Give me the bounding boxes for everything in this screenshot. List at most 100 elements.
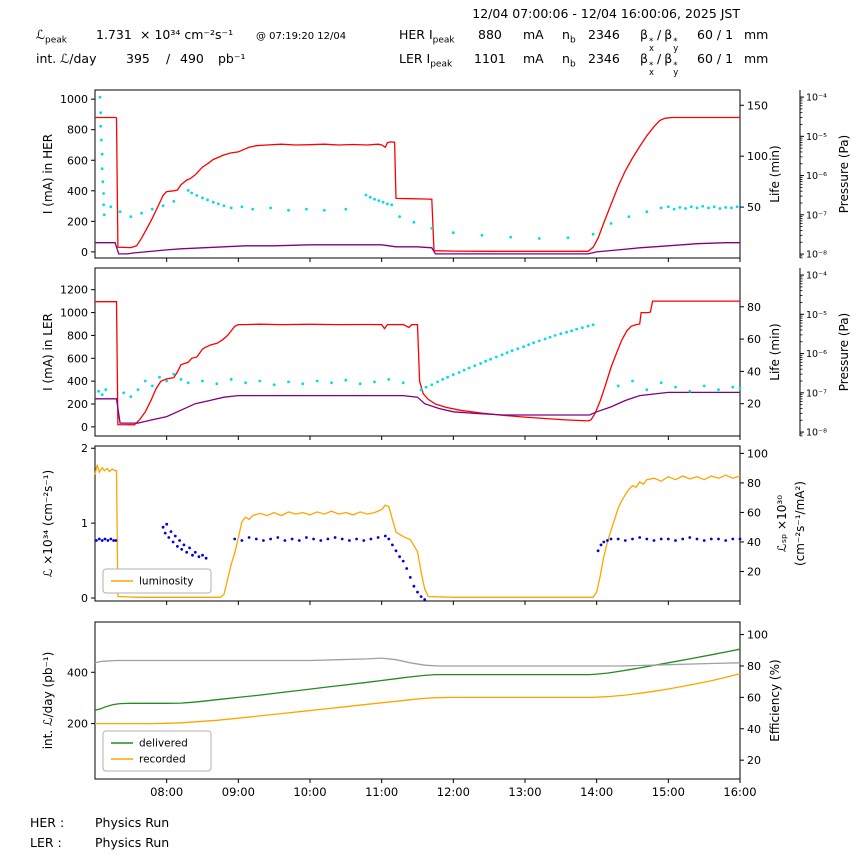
int-prefix: int. [36,51,61,66]
x-tick-label: 15:00 [652,785,685,799]
ler-pressure-scatter [97,323,742,398]
beta-star: * [673,37,678,47]
right-tick-label: 40 [747,723,761,736]
her-ipeak-value: 880 [478,27,502,42]
y-tick-label: 1 [81,517,88,530]
nb-sub: b [569,35,576,46]
her-beta-label: β * x / β * y [640,27,678,52]
her-ring-right-axis-label: Life (min) [768,145,782,202]
her-status-label: HER : [30,815,65,830]
her-ipeak-label: HER Ipeak [399,27,455,46]
script-l-symbol: ℒ [60,51,70,66]
integrated-lumi-label: int. ℒ/day [36,51,96,66]
her-current-line [95,116,740,252]
pressure-tick-label: 10⁻⁴ [806,271,827,282]
peak-luminosity-unit: × 10³⁴ cm⁻²s⁻¹ [140,27,234,42]
her-ipeak-sub: peak [432,35,455,46]
ler-current-line [95,300,740,426]
right-tick-label: 40 [747,365,761,378]
beta-star: * [648,37,654,47]
integrated-lumi-panel-legend: delivered recorded [102,730,212,772]
legend-label: recorded [139,754,186,766]
right-tick-label: 150 [747,99,768,112]
integrated-lumi-value: 395 [126,51,150,66]
integrated-lumi-panel-right-axis-label: Efficiency (%) [768,659,782,741]
ler-ipeak-name: LER I [399,51,431,66]
y-tick-label: 400 [67,185,88,198]
y-tick-label: 600 [67,154,88,167]
efficiency-line [94,657,741,667]
right-tick-label: 40 [747,536,761,549]
beta-symbol: β [664,51,673,66]
y-tick-label: 200 [67,215,88,228]
y-tick-label: 1200 [60,284,88,297]
luminosity-panel-plot: 0 1 2 ℒ ×10³⁴ (cm⁻²s⁻¹) 20 40 60 80 100 ℒₛₚ ×10³⁰… [41,442,807,605]
right-tick-label: 80 [747,660,761,673]
beta-y: y [673,43,679,54]
beta-symbol: β [640,27,648,42]
her-ipeak-unit: mA [523,27,544,42]
x-tick-label: 13:00 [508,785,541,799]
y-tick-label: 400 [67,666,88,679]
beta-x: x [648,43,655,54]
legend-label: luminosity [139,576,194,588]
right-tick-label: 100 [747,629,768,642]
x-tick-label: 09:00 [222,785,255,799]
ler-ring-right-axis-label: Life (min) [768,323,782,380]
time-range-title: 12/04 07:00:06 - 12/04 16:00:06, 2025 JS… [472,6,740,21]
beta-slash: / [657,51,662,66]
y-tick-label: 1000 [60,93,88,106]
her-bunches-label: nb [562,27,576,46]
ler-beta-unit: mm [744,51,769,66]
integrated-lumi-separator: / [166,51,171,66]
ler-status-value: Physics Run [95,835,170,850]
y-tick-label: 0 [81,246,88,259]
ler-ipeak-value: 1101 [474,51,506,66]
beta-star: * [673,61,678,71]
peak-luminosity-timestamp: @ 07:19:20 12/04 [256,31,347,42]
right-tick-label: 100 [747,150,768,163]
delivered-line [94,648,741,711]
right-tick-label: 20 [747,565,761,578]
y-tick-label: 800 [67,124,88,137]
ler-ipeak-sub: peak [430,59,453,70]
her-beta-value: 60 / 1 [697,27,734,42]
ler-ring-plot: 0 200 400 600 800 1000 1200 I (mA) in LER 20 40 60… [41,267,851,440]
ler-status-label: LER : [30,835,62,850]
ler-ring-frame [94,267,741,437]
x-tick-label: 16:00 [723,785,756,799]
beta-y-scripts: * y [673,37,679,54]
beta-x-scripts: * x [648,61,654,76]
luminosity-panel-left-axis-label: ℒ ×10³⁴ (cm⁻²s⁻¹) [41,470,55,577]
beta-star: * [648,61,654,71]
peak-luminosity-value: 1.731 [96,27,132,42]
beta-slash: / [657,27,662,42]
her-status-value: Physics Run [95,815,170,830]
peak-luminosity-label: ℒpeak [36,27,67,46]
peak-subscript: peak [45,35,67,46]
ler-ipeak-unit: mA [523,51,544,66]
pressure-tick-label: 10⁻⁵ [806,132,827,143]
pressure-tick-label: 10⁻⁶ [806,349,827,360]
x-tick-label: 12:00 [437,785,470,799]
beta-x-scripts: * x [648,37,655,54]
ler-lifetime-line [95,391,740,424]
beta-y: y [673,67,679,78]
integrated-lumi-target: 490 [180,51,204,66]
pressure-tick-label: 10⁻⁷ [806,388,827,399]
her-ring-frame [94,89,741,259]
y-tick-label: 800 [67,329,88,342]
integrated-lumi-panel-plot: 08:00 09:00 10:00 11:00 12:00 13:00 14:00 15:00… [41,621,782,799]
ler-bunches-value: 2346 [588,51,620,66]
ler-bunches-label: nb [562,51,576,70]
y-tick-label: 200 [67,398,88,411]
pressure-tick-label: 10⁻⁴ [806,93,827,104]
y-tick-label: 400 [67,375,88,388]
pressure-tick-label: 10⁻⁸ [806,250,827,261]
her-ring-plot: 0 200 400 600 800 1000 I (mA) in HER 50 100 150 Li… [41,89,851,262]
her-ring-left-axis-label: I (mA) in HER [41,134,55,214]
nb-base: n [562,27,570,42]
luminosity-panel-legend: luminosity [102,568,212,594]
recorded-line [95,673,741,725]
